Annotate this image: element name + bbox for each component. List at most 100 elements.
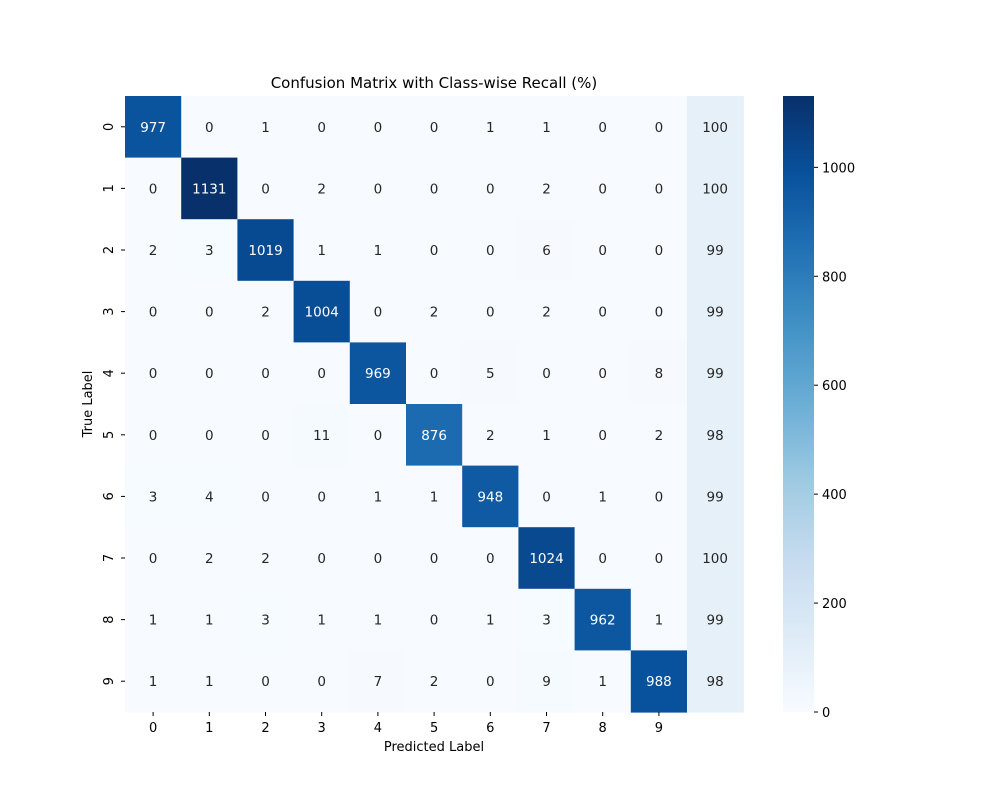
cell-value-label: 0 xyxy=(598,181,607,197)
heatmap-cell xyxy=(574,527,632,590)
y-axis-ticks: 0 1 2 3 4 5 6 7 8 9 xyxy=(102,123,125,685)
heatmap-cell xyxy=(181,157,238,220)
recall-cell xyxy=(687,342,744,405)
cell-value-label: 0 xyxy=(205,120,214,136)
cell-value-label: 1 xyxy=(542,120,551,136)
cell-value-label: 1019 xyxy=(248,243,282,259)
heatmap-cell xyxy=(574,219,632,282)
heatmap-cell xyxy=(518,650,576,713)
cell-value-label: 0 xyxy=(655,120,664,136)
cell-value-label: 0 xyxy=(430,366,439,382)
heatmap-cell xyxy=(406,650,463,713)
recall-column: 100 100 99 99 99 98 99 100 99 98 xyxy=(687,96,744,713)
heatmap-cell xyxy=(237,280,295,343)
colorbar-tick-label: 200 xyxy=(822,597,847,612)
cell-value-label: 2 xyxy=(261,305,270,321)
cell-value-label: 2 xyxy=(542,181,551,197)
cell-value-label: 1 xyxy=(205,674,214,690)
x-tick-label: 1 xyxy=(205,721,213,736)
heatmap-cell xyxy=(125,219,182,282)
cell-value-label: 969 xyxy=(365,366,391,382)
heatmap-cell xyxy=(181,588,238,651)
heatmap-cell xyxy=(293,465,351,528)
colorbar-tick-label: 600 xyxy=(822,379,847,394)
cell-value-label: 5 xyxy=(486,366,495,382)
heatmap-cell xyxy=(349,650,407,713)
cell-value-label: 1 xyxy=(374,489,383,505)
heatmap-cell xyxy=(125,157,182,220)
cell-value-label: 0 xyxy=(317,551,326,567)
heatmap-cell xyxy=(293,342,351,405)
heatmap-cell xyxy=(349,465,407,528)
heatmap-cell xyxy=(293,650,351,713)
heatmap-cell xyxy=(349,157,407,220)
heatmap-cell xyxy=(462,588,519,651)
cell-value-label: 1 xyxy=(486,120,495,136)
heatmap-cell xyxy=(293,96,351,159)
cell-value-label: 0 xyxy=(598,366,607,382)
recall-value-label: 99 xyxy=(707,243,724,259)
heatmap-cell xyxy=(462,404,519,467)
cell-value-label: 0 xyxy=(149,428,158,444)
cell-value-label: 2 xyxy=(205,551,214,567)
cell-value-label: 0 xyxy=(598,428,607,444)
cell-value-label: 0 xyxy=(205,428,214,444)
heatmap-cell xyxy=(293,219,351,282)
cell-value-label: 0 xyxy=(261,181,270,197)
heatmap-cell xyxy=(125,588,182,651)
heatmap-cell xyxy=(630,404,688,467)
cell-value-label: 0 xyxy=(598,243,607,259)
recall-cell xyxy=(687,588,744,651)
colorbar-tick-label: 1000 xyxy=(822,161,855,176)
cell-value-label: 0 xyxy=(430,181,439,197)
cell-value-label: 0 xyxy=(149,181,158,197)
cell-value-label: 0 xyxy=(486,674,495,690)
heatmap-cell xyxy=(406,527,463,590)
heatmap-cell xyxy=(630,219,688,282)
heatmap-cell xyxy=(181,342,238,405)
recall-cell xyxy=(687,96,744,159)
cell-value-label: 0 xyxy=(430,243,439,259)
cell-value-label: 3 xyxy=(542,613,551,629)
colorbar xyxy=(783,96,814,712)
cell-value-label: 2 xyxy=(542,305,551,321)
chart-title: Confusion Matrix with Class-wise Recall … xyxy=(271,74,598,92)
cell-value-label: 988 xyxy=(646,674,672,690)
y-tick-label: 7 xyxy=(102,554,117,562)
heatmap-cell xyxy=(518,404,576,467)
heatmap-cell xyxy=(125,465,182,528)
heatmap-cell xyxy=(406,96,463,159)
heatmap-cell xyxy=(125,342,182,405)
heatmap-cell xyxy=(462,342,519,405)
recall-value-label: 100 xyxy=(702,181,728,197)
heatmap-cell xyxy=(125,404,182,467)
heatmap-cell xyxy=(237,404,295,467)
heatmap-cell xyxy=(349,96,407,159)
heatmap-cell xyxy=(181,650,238,713)
heatmap-cell xyxy=(237,157,295,220)
recall-value-label: 98 xyxy=(707,674,724,690)
y-tick-label: 8 xyxy=(102,615,117,623)
cell-value-label: 0 xyxy=(317,489,326,505)
heatmap-cell xyxy=(293,280,351,343)
heatmap-cell xyxy=(630,342,688,405)
heatmap-cell xyxy=(462,96,519,159)
heatmap-cell xyxy=(630,280,688,343)
heatmap-cell xyxy=(237,465,295,528)
heatmap-cell xyxy=(125,280,182,343)
cell-value-label: 0 xyxy=(205,305,214,321)
cell-value-label: 1024 xyxy=(529,551,563,567)
heatmap-cell xyxy=(181,527,238,590)
cell-value-label: 2 xyxy=(317,181,326,197)
heatmap-cell xyxy=(237,342,295,405)
recall-value-label: 100 xyxy=(702,120,728,136)
cell-value-label: 0 xyxy=(430,613,439,629)
cell-value-label: 1 xyxy=(542,428,551,444)
heatmap-cell xyxy=(237,219,295,282)
heatmap-cell xyxy=(406,219,463,282)
cell-value-label: 0 xyxy=(655,489,664,505)
x-tick-label: 5 xyxy=(430,721,438,736)
cell-value-label: 0 xyxy=(149,305,158,321)
heatmap-cell xyxy=(518,465,576,528)
x-axis-ticks: 0 1 2 3 4 5 6 7 8 9 xyxy=(149,712,663,736)
